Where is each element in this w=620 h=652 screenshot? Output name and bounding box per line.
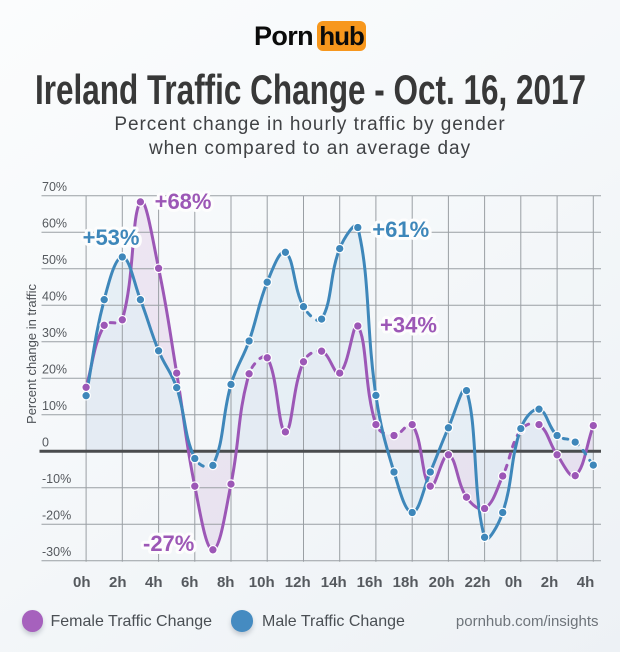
- svg-text:60%: 60%: [42, 217, 67, 231]
- svg-text:10%: 10%: [42, 399, 67, 413]
- svg-text:-10%: -10%: [42, 472, 71, 486]
- svg-text:4h: 4h: [577, 574, 595, 591]
- svg-text:0h: 0h: [73, 574, 91, 591]
- svg-text:70%: 70%: [42, 180, 67, 194]
- svg-text:16h: 16h: [357, 574, 383, 591]
- svg-text:-27%: -27%: [143, 531, 194, 556]
- svg-text:12h: 12h: [285, 574, 311, 591]
- svg-text:2h: 2h: [541, 574, 559, 591]
- svg-text:-20%: -20%: [42, 509, 71, 523]
- svg-text:+34%: +34%: [380, 313, 437, 338]
- svg-text:10h: 10h: [249, 574, 275, 591]
- svg-text:6h: 6h: [181, 574, 199, 591]
- svg-text:0: 0: [42, 436, 49, 450]
- svg-text:14h: 14h: [321, 574, 347, 591]
- svg-text:Percent change in traffic: Percent change in traffic: [24, 284, 39, 424]
- svg-text:8h: 8h: [217, 574, 235, 591]
- svg-text:22h: 22h: [465, 574, 491, 591]
- svg-text:+53%: +53%: [83, 225, 140, 250]
- svg-text:50%: 50%: [42, 253, 67, 267]
- svg-text:4h: 4h: [145, 574, 163, 591]
- svg-text:30%: 30%: [42, 326, 67, 340]
- svg-text:20h: 20h: [429, 574, 455, 591]
- svg-text:2h: 2h: [109, 574, 127, 591]
- svg-text:-30%: -30%: [42, 545, 71, 559]
- svg-text:+68%: +68%: [155, 189, 212, 214]
- svg-text:+61%: +61%: [372, 217, 429, 242]
- svg-text:0h: 0h: [505, 574, 523, 591]
- svg-text:18h: 18h: [393, 574, 419, 591]
- svg-text:40%: 40%: [42, 290, 67, 304]
- svg-text:20%: 20%: [42, 363, 67, 377]
